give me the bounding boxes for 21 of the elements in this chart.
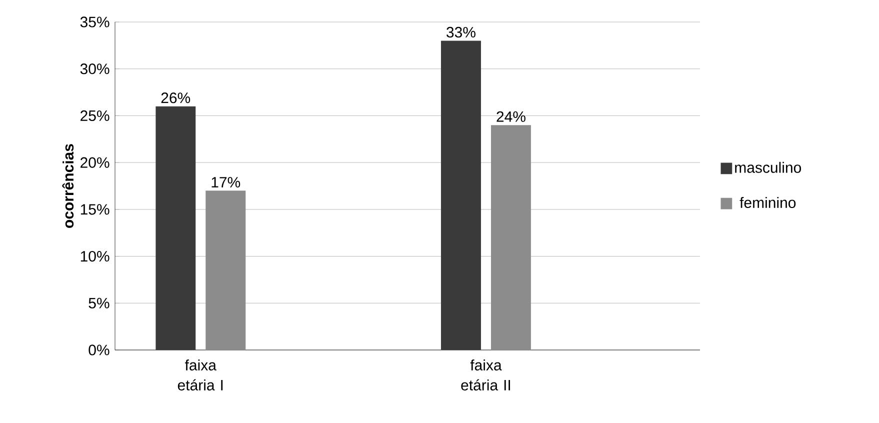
x-tick-label: faixa etária I	[178, 359, 223, 390]
y-axis-title: ocorrências	[62, 144, 74, 228]
bar	[206, 190, 246, 350]
data-label: 26%	[161, 92, 190, 104]
data-label: 33%	[446, 26, 476, 38]
bar	[440, 40, 481, 350]
data-label: 24%	[496, 111, 526, 122]
legend-label: masculino	[735, 162, 802, 173]
y-tick-label: 15%	[80, 204, 110, 215]
y-tick-label: 35%	[80, 16, 110, 28]
legend-label: feminino	[740, 196, 796, 208]
y-tick-label: 30%	[80, 64, 110, 74]
y-tick-label: 20%	[80, 157, 110, 168]
y-tick-label: 0%	[88, 344, 110, 356]
bar	[156, 106, 196, 350]
data-label: 17%	[212, 176, 240, 188]
y-tick-label: 5%	[88, 298, 110, 308]
y-tick-label: 25%	[80, 110, 110, 122]
x-tick-label: faixa etária II	[461, 359, 510, 390]
y-tick-label: 10%	[80, 250, 110, 262]
bar	[490, 125, 531, 350]
